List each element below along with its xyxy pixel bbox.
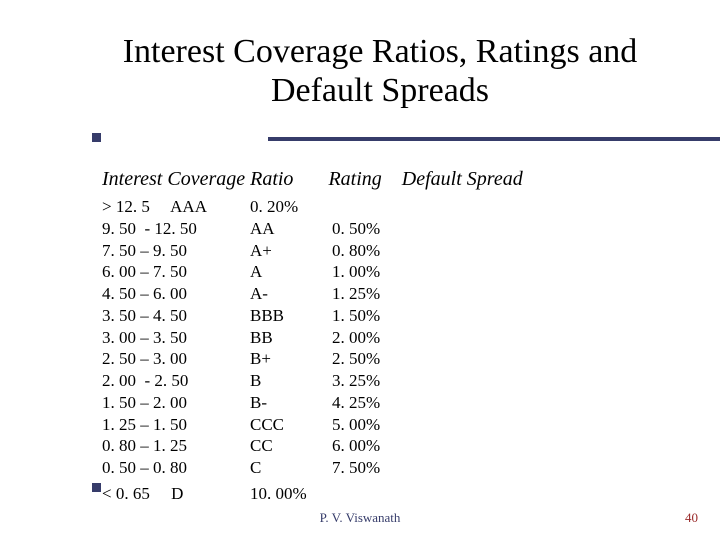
bullet-top xyxy=(92,133,101,142)
cell-range: 1. 50 – 2. 00 xyxy=(102,392,250,414)
cell-rating: A- xyxy=(250,283,332,305)
cell-spread: 3. 25% xyxy=(332,370,412,392)
cell-spread: 0. 80% xyxy=(332,240,412,262)
cell-rating: C xyxy=(250,457,332,479)
header-spread: Default Spread xyxy=(402,168,523,190)
cell-rating: B xyxy=(250,370,332,392)
table-row: 9. 50 - 12. 50 AA 0. 50% xyxy=(102,218,412,240)
column-headers: Interest Coverage Ratio Rating Default S… xyxy=(102,168,523,191)
cell-range: 0. 80 – 1. 25 xyxy=(102,435,250,457)
table-row: 2. 00 - 2. 50 B 3. 25% xyxy=(102,370,412,392)
cell-rating: CCC xyxy=(250,414,332,436)
cell-spread: 2. 00% xyxy=(332,327,412,349)
cell-spread xyxy=(332,196,412,218)
table-row: 1. 50 – 2. 00 B- 4. 25% xyxy=(102,392,412,414)
cell-rating: BB xyxy=(250,327,332,349)
cell-rating: CC xyxy=(250,435,332,457)
cell-range: 3. 00 – 3. 50 xyxy=(102,327,250,349)
cell-rating: BBB xyxy=(250,305,332,327)
footer-page-number: 40 xyxy=(685,510,698,526)
table-row: 0. 50 – 0. 80 C 7. 50% xyxy=(102,457,412,479)
cell-rating: A+ xyxy=(250,240,332,262)
table-row: 0. 80 – 1. 25 CC 6. 00% xyxy=(102,435,412,457)
cell-range: 9. 50 - 12. 50 xyxy=(102,218,250,240)
cell-range: 1. 25 – 1. 50 xyxy=(102,414,250,436)
table-row: < 0. 65 D 10. 00% xyxy=(102,483,412,505)
table-row: 6. 00 – 7. 50 A 1. 00% xyxy=(102,261,412,283)
cell-spread: 1. 00% xyxy=(332,261,412,283)
bullet-bottom xyxy=(92,483,101,492)
cell-spread: 7. 50% xyxy=(332,457,412,479)
cell-range: 3. 50 – 4. 50 xyxy=(102,305,250,327)
cell-rating: B- xyxy=(250,392,332,414)
cell-spread: 5. 00% xyxy=(332,414,412,436)
cell-rating: A xyxy=(250,261,332,283)
cell-spread: 1. 25% xyxy=(332,283,412,305)
cell-range: 6. 00 – 7. 50 xyxy=(102,261,250,283)
footer-author: P. V. Viswanath xyxy=(0,510,720,526)
table-row: > 12. 5 AAA 0. 20% xyxy=(102,196,412,218)
ratings-table: > 12. 5 AAA 0. 20% 9. 50 - 12. 50 AA 0. … xyxy=(102,196,412,505)
title-underline xyxy=(268,137,720,141)
table-row: 1. 25 – 1. 50 CCC 5. 00% xyxy=(102,414,412,436)
cell-rating: 0. 20% xyxy=(250,196,332,218)
cell-spread: 4. 25% xyxy=(332,392,412,414)
cell-range: 2. 50 – 3. 00 xyxy=(102,348,250,370)
cell-range: > 12. 5 AAA xyxy=(102,196,250,218)
slide: Interest Coverage Ratios, Ratings and De… xyxy=(0,0,720,540)
cell-rating: 10. 00% xyxy=(250,483,332,505)
cell-range: 4. 50 – 6. 00 xyxy=(102,283,250,305)
cell-range: 2. 00 - 2. 50 xyxy=(102,370,250,392)
cell-spread: 2. 50% xyxy=(332,348,412,370)
cell-spread: 1. 50% xyxy=(332,305,412,327)
table-row: 2. 50 – 3. 00 B+ 2. 50% xyxy=(102,348,412,370)
cell-rating: AA xyxy=(250,218,332,240)
table-row: 7. 50 – 9. 50 A+ 0. 80% xyxy=(102,240,412,262)
header-rating: Rating xyxy=(328,168,381,190)
cell-range: 0. 50 – 0. 80 xyxy=(102,457,250,479)
cell-spread: 0. 50% xyxy=(332,218,412,240)
table-row: 3. 00 – 3. 50 BB 2. 00% xyxy=(102,327,412,349)
cell-range: 7. 50 – 9. 50 xyxy=(102,240,250,262)
cell-spread xyxy=(332,483,412,505)
cell-spread: 6. 00% xyxy=(332,435,412,457)
slide-title: Interest Coverage Ratios, Ratings and De… xyxy=(110,32,650,110)
cell-range: < 0. 65 D xyxy=(102,483,250,505)
cell-rating: B+ xyxy=(250,348,332,370)
table-row: 4. 50 – 6. 00 A- 1. 25% xyxy=(102,283,412,305)
table-row: 3. 50 – 4. 50 BBB 1. 50% xyxy=(102,305,412,327)
header-icr: Interest Coverage Ratio xyxy=(102,168,293,190)
